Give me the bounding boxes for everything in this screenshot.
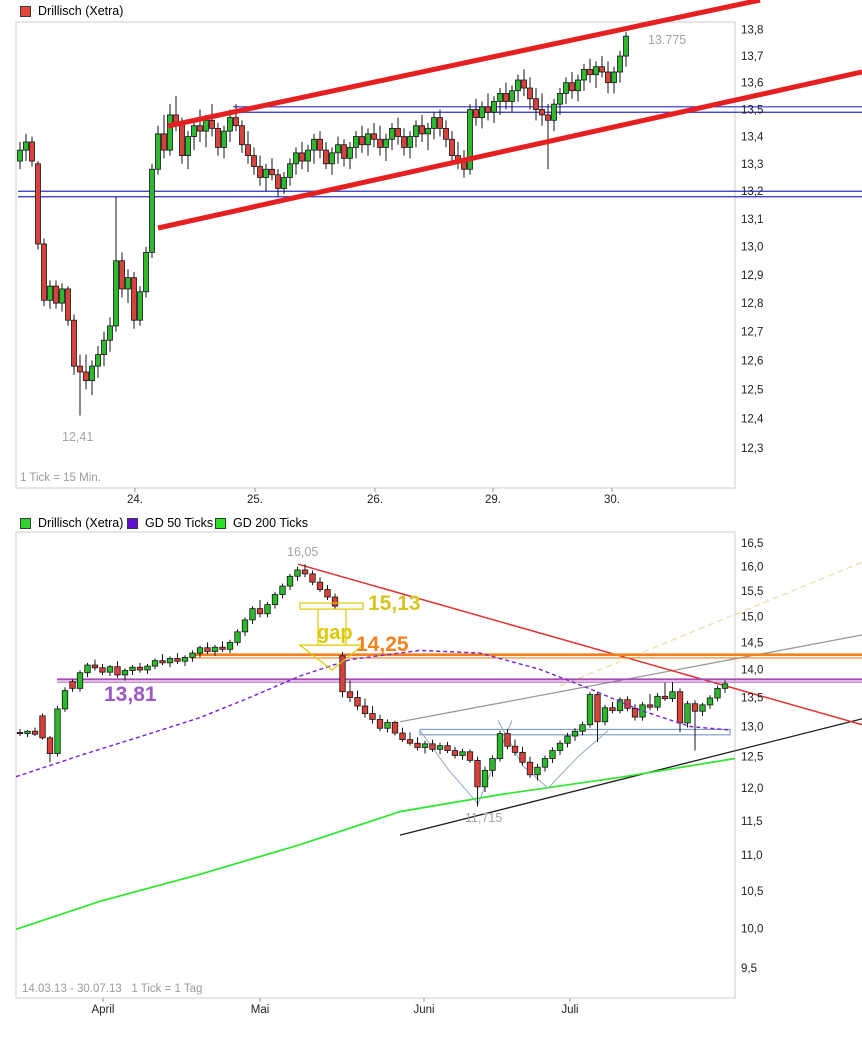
svg-text:9,5: 9,5 [741, 963, 757, 975]
gd200-series-label: GD 200 Ticks [233, 516, 309, 530]
svg-text:13,8: 13,8 [741, 25, 763, 37]
series-swatch-icon [20, 5, 31, 17]
callout-gap: gap [317, 622, 353, 644]
downtrend-red [297, 563, 862, 726]
svg-text:13,2: 13,2 [741, 186, 763, 198]
gap-arrow-icon [298, 644, 365, 671]
callout-11715: 11,715 [465, 811, 502, 825]
svg-text:Juli: Juli [561, 1004, 578, 1016]
ma-gd-50-ticks [15, 649, 731, 778]
svg-text:12,6: 12,6 [741, 355, 763, 367]
svg-text:11,5: 11,5 [741, 816, 763, 828]
price-callouts: 13.775 12,41 [62, 33, 686, 444]
svg-text:13,5: 13,5 [741, 692, 763, 704]
svg-text:12,4: 12,4 [741, 414, 764, 426]
svg-text:13,0: 13,0 [741, 242, 763, 254]
svg-text:12,8: 12,8 [741, 298, 763, 310]
callout-1381: 13,81 [104, 683, 157, 706]
trendlines [297, 561, 862, 836]
svg-text:12,3: 12,3 [741, 443, 763, 455]
svg-text:24.: 24. [127, 494, 143, 506]
svg-text:13,0: 13,0 [741, 721, 763, 733]
callout-1425: 14,25 [356, 633, 409, 656]
plot-frame [15, 531, 736, 999]
svg-text:11,0: 11,0 [741, 850, 763, 862]
series-swatch-icon [20, 517, 31, 529]
callout-1605: 16,05 [287, 545, 318, 559]
svg-text:10,5: 10,5 [741, 886, 763, 898]
svg-text:Mai: Mai [251, 1004, 270, 1016]
gd50-series-label: GD 50 Ticks [145, 516, 214, 530]
intraday-legend-item: Drillisch (Xetra) [20, 4, 123, 18]
callout-13775: 13.775 [648, 33, 686, 47]
svg-text:14,0: 14,0 [741, 664, 763, 676]
price-axis: 16,5 16,0 15,5 15,0 14,5 14,0 13,5 13,0 12,5 12,0… [741, 538, 763, 975]
uptrend-dashed-cream [559, 561, 862, 687]
svg-text:12,0: 12,0 [741, 783, 763, 795]
w-pattern [419, 720, 609, 805]
svg-text:10,0: 10,0 [741, 924, 763, 936]
svg-text:12,5: 12,5 [741, 384, 763, 396]
daily-legend-item-gd50: GD 50 Ticks [127, 516, 213, 530]
svg-text:16,0: 16,0 [741, 562, 763, 574]
intraday-chart: 13.77512,4113,813,713,613,513,413,313,21… [15, 0, 862, 506]
trend-channel [157, 0, 862, 231]
callout-1241: 12,41 [62, 430, 93, 444]
candle-series [17, 32, 629, 416]
callout-1513: 15,13 [368, 592, 421, 615]
svg-text:Juni: Juni [413, 1004, 434, 1016]
daily-chart: 16,05 11,715 15,13 gap 14,25 13,81 16,5 16,0 15,… [15, 531, 862, 1016]
uptrend-black [399, 718, 862, 836]
gap-marker [298, 602, 365, 671]
plot-frame [15, 21, 736, 489]
svg-text:25.: 25. [247, 494, 263, 506]
time-axis: April Mai Juni Juli [91, 998, 579, 1016]
svg-text:16,5: 16,5 [741, 538, 763, 550]
price-axis: 13,8 13,7 13,6 13,5 13,4 13,3 13,2 13,1 13,0 12,9… [741, 25, 764, 455]
intraday-period-note: 1 Tick = 15 Min. [20, 472, 101, 484]
intraday-series-label: Drillisch (Xetra) [38, 4, 124, 18]
svg-text:15,0: 15,0 [741, 611, 763, 623]
gap-rect [299, 602, 364, 610]
svg-text:12,7: 12,7 [741, 327, 763, 339]
svg-text:13,4: 13,4 [741, 132, 764, 144]
svg-text:14,5: 14,5 [741, 637, 763, 649]
channel-lower [157, 69, 862, 231]
svg-text:April: April [91, 1004, 114, 1016]
ma-gd-200-ticks [15, 757, 736, 931]
series-swatch-icon [215, 517, 226, 529]
svg-text:13,5: 13,5 [741, 105, 763, 117]
svg-text:29.: 29. [485, 494, 501, 506]
daily-period-note: 14.03.13 - 30.07.13 1 Tick = 1 Tag [22, 983, 203, 995]
svg-text:12,9: 12,9 [741, 270, 763, 282]
horizontal-levels [57, 653, 862, 683]
svg-text:13,6: 13,6 [741, 78, 763, 90]
svg-text:12,5: 12,5 [741, 752, 763, 764]
daily-legend-item-gd200: GD 200 Ticks [215, 516, 308, 530]
svg-text:13,3: 13,3 [741, 159, 763, 171]
series-swatch-icon [127, 517, 138, 529]
svg-text:15,5: 15,5 [741, 586, 763, 598]
svg-text:30.: 30. [604, 494, 620, 506]
price-callouts: 16,05 11,715 15,13 gap 14,25 13,81 [104, 545, 502, 825]
daily-series-label: Drillisch (Xetra) [38, 516, 124, 530]
channel-upper [167, 0, 761, 129]
candle-series [16, 564, 729, 807]
daily-legend-item-price: Drillisch (Xetra) [20, 516, 123, 530]
svg-text:26.: 26. [367, 494, 383, 506]
uptrend-gray [399, 634, 862, 723]
svg-text:13,1: 13,1 [741, 214, 763, 226]
time-axis: 24. 25. 26. 29. 30. [127, 488, 620, 506]
svg-text:13,7: 13,7 [741, 51, 763, 63]
